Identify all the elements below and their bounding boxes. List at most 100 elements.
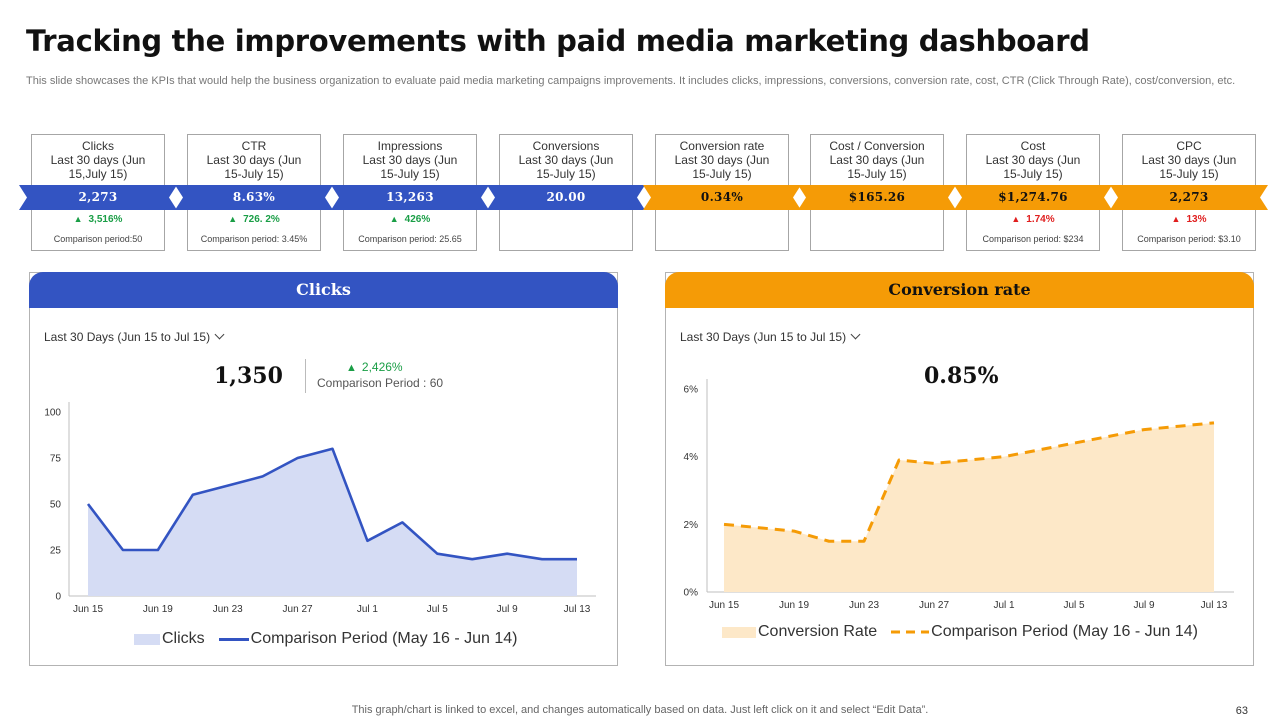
kpi-card: Conversion rate Last 30 days (Jun 15-Jul… [643, 134, 801, 251]
clicks-panel: Clicks Last 30 Days (Jun 15 to Jul 15) 1… [29, 272, 618, 666]
kpi-name: Conversions Last 30 days (Jun 15-July 15… [518, 139, 614, 181]
x-tick-label: Jul 9 [1133, 600, 1155, 611]
kpi-change: ▲ 426% [343, 214, 477, 225]
footnote: This graph/chart is linked to excel, and… [351, 704, 929, 716]
y-tick-label: 0% [684, 588, 699, 599]
kpi-change-value: 426% [404, 214, 431, 225]
kpi-value-band: 8.63% [175, 185, 333, 210]
clicks-period-label: Last 30 Days (Jun 15 to Jul 15) [44, 330, 211, 344]
kpi-comparison: Comparison period:50 [53, 234, 143, 244]
x-tick-label: Jun 15 [709, 600, 739, 611]
clicks-change-value: 2,426% [361, 360, 403, 374]
kpi-change: ▲ 13% [1122, 214, 1256, 225]
x-tick-label: Jul 13 [1201, 600, 1228, 611]
kpi-comparison: Comparison period: $234 [982, 234, 1084, 244]
legend-item-comparison: Comparison Period (May 16 - Jun 14) [218, 630, 518, 648]
x-tick-label: Jul 13 [564, 604, 591, 615]
kpi-band-shape [175, 185, 333, 210]
y-tick-label: 2% [684, 520, 699, 531]
up-arrow-icon: ▲ [346, 362, 357, 374]
x-tick-label: Jun 27 [283, 604, 313, 615]
clicks-total-value: 1,350 [214, 363, 283, 389]
legend-label-comparison: Comparison Period (May 16 - Jun 14) [250, 630, 518, 647]
kpi-change-value: 13% [1186, 214, 1207, 225]
clicks-period-dropdown[interactable]: Last 30 Days (Jun 15 to Jul 15) [44, 329, 225, 344]
kpi-name: Conversion rate Last 30 days (Jun 15-Jul… [674, 139, 770, 181]
kpi-card: Clicks Last 30 days (Jun 15,July 15) 2,27… [19, 134, 177, 251]
kpi-card: Conversions Last 30 days (Jun 15-July 15… [487, 134, 645, 251]
page-number: 63 [1235, 705, 1248, 717]
kpi-value: 8.63% [232, 190, 276, 204]
line-series-comparison [86, 447, 577, 561]
kpi-change-value: 726. 2% [243, 214, 280, 225]
conversion-period-dropdown[interactable]: Last 30 Days (Jun 15 to Jul 15) [680, 329, 861, 344]
kpi-card: Cost Last 30 days (Jun 15-July 15) $1,274… [954, 134, 1112, 251]
y-tick-label: 75 [50, 454, 62, 465]
conversion-panel-header: Conversion rate [665, 272, 1254, 308]
kpi-name: CPC Last 30 days (Jun 15-July 15) [1141, 139, 1237, 181]
kpi-card: CPC Last 30 days (Jun 15-July 15) 2,273 ▲ 1… [1110, 134, 1268, 251]
kpi-value-band: 13,263 [331, 185, 489, 210]
legend-label-clicks: Clicks [162, 630, 205, 647]
y-tick-label: 50 [50, 500, 62, 511]
legend-swatch-area [722, 626, 756, 638]
clicks-chart: 0 25 50 75 100 Jun 15 Jun 19 Jun 23 Jun 27 Jul 1 J… [44, 402, 596, 615]
kpi-name: Cost / Conversion Last 30 days (Jun 15-J… [829, 139, 925, 181]
kpi-value: 2,273 [78, 190, 118, 204]
kpi-value-band: 2,273 [19, 185, 177, 210]
legend-item-comparison: Comparison Period (May 16 - Jun 14) [891, 623, 1198, 641]
down-trend-arrow-icon: ▲ [1171, 214, 1181, 224]
kpi-value-band: 2,273 [1110, 185, 1268, 210]
kpi-card: Impressions Last 30 days (Jun 15-July 15… [331, 134, 489, 251]
conversion-period-label: Last 30 Days (Jun 15 to Jul 15) [680, 330, 847, 344]
legend-label-conversion-rate: Conversion Rate [758, 623, 878, 640]
down-trend-arrow-icon: ▲ [1011, 214, 1021, 224]
y-tick-label: 6% [684, 385, 699, 396]
x-tick-label: Jun 23 [849, 600, 879, 611]
legend-item-clicks: Clicks [134, 630, 205, 648]
x-tick-label: Jul 1 [357, 604, 379, 615]
kpi-value: 2,273 [1169, 190, 1209, 204]
legend-swatch-dashed [891, 630, 930, 634]
clicks-panel-header: Clicks [29, 272, 618, 308]
line-series-comparison [723, 421, 1215, 543]
up-arrow-icon: ▲ [73, 214, 83, 224]
x-tick-label: Jul 1 [993, 600, 1015, 611]
x-tick-label: Jun 27 [919, 600, 949, 611]
kpi-band-shape [487, 185, 645, 210]
kpi-comparison: Comparison period: $3.10 [1137, 234, 1241, 244]
area-series-conversion-rate [724, 422, 1214, 592]
kpi-comparison: Comparison period: 25.65 [358, 234, 462, 244]
kpi-value: $165.26 [848, 190, 906, 204]
x-tick-label: Jul 9 [497, 604, 519, 615]
y-tick-label: 4% [684, 452, 699, 463]
up-arrow-icon: ▲ [228, 214, 238, 224]
page-subtitle: This slide showcases the KPIs that would… [26, 75, 1236, 87]
area-series-clicks [88, 448, 577, 596]
clicks-change: ▲ 2,426% [346, 360, 403, 374]
y-tick-label: 100 [44, 408, 61, 419]
kpi-band-shape [954, 185, 1112, 210]
kpi-value-band: $165.26 [798, 185, 956, 210]
clicks-legend: Clicks Comparison Period (May 16 - Jun 1… [134, 630, 531, 648]
legend-item-conversion-rate: Conversion Rate [722, 623, 877, 641]
conversion-rate-panel: Conversion rate Last 30 Days (Jun 15 to … [665, 272, 1254, 666]
kpi-value: 13,263 [386, 190, 434, 204]
kpi-change-value: 1.74% [1026, 214, 1055, 225]
kpi-name: CTR Last 30 days (Jun 15-July 15) [206, 139, 302, 181]
legend-swatch-line [218, 637, 249, 641]
up-arrow-icon: ▲ [389, 214, 399, 224]
x-tick-label: Jun 19 [143, 604, 173, 615]
kpi-value: 0.34% [700, 190, 744, 204]
legend-swatch-area [134, 633, 160, 645]
kpi-name: Cost Last 30 days (Jun 15-July 15) [985, 139, 1081, 181]
kpi-change: ▲ 1.74% [966, 214, 1100, 225]
conversion-rate-value: 0.85% [924, 363, 999, 389]
kpi-change-value: 3,516% [88, 214, 123, 225]
kpi-card: CTR Last 30 days (Jun 15-July 15) 8.63% ▲ 7… [175, 134, 333, 251]
kpi-name: Clicks Last 30 days (Jun 15,July 15) [50, 139, 146, 181]
x-tick-label: Jul 5 [1063, 600, 1085, 611]
y-tick-label: 25 [50, 546, 62, 557]
kpi-band-shape [1110, 185, 1268, 210]
clicks-divider [305, 359, 306, 393]
